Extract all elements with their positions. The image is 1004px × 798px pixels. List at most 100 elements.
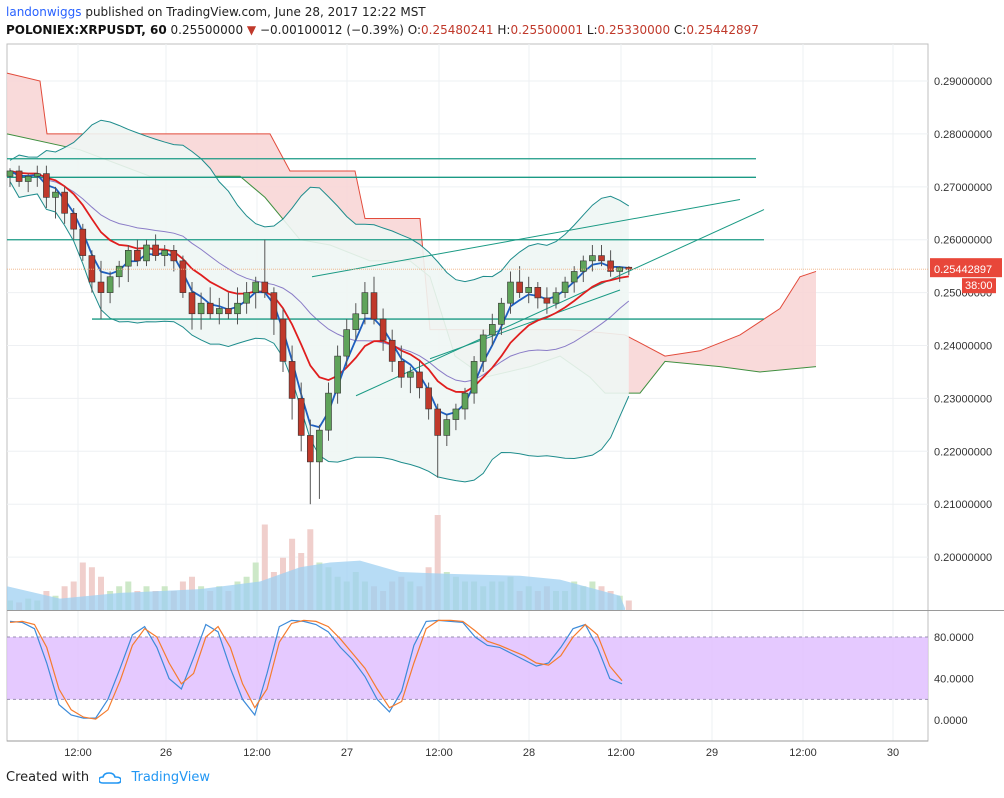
- bollinger-basis-line: [9, 170, 630, 383]
- close-label: C:: [673, 23, 687, 37]
- candle-body[interactable]: [179, 260, 187, 293]
- time-tick-label: 27: [341, 747, 353, 759]
- candle-body[interactable]: [407, 371, 414, 378]
- high-label: H:: [497, 23, 511, 37]
- volume-bar: [88, 567, 95, 610]
- candle-body[interactable]: [70, 212, 77, 230]
- price-tick-label: 0.28000000: [934, 129, 992, 141]
- candle-body[interactable]: [425, 387, 432, 410]
- candle-body[interactable]: [134, 249, 141, 262]
- candle-body[interactable]: [470, 361, 478, 394]
- candle-body[interactable]: [115, 265, 123, 278]
- candle-body[interactable]: [507, 281, 514, 304]
- candle-body[interactable]: [488, 324, 496, 336]
- candle-body[interactable]: [79, 228, 87, 256]
- candle-body[interactable]: [452, 408, 460, 420]
- open-label: O:: [407, 23, 422, 37]
- candle-body[interactable]: [6, 170, 14, 177]
- candle-body[interactable]: [97, 281, 105, 293]
- candle-body[interactable]: [361, 292, 369, 315]
- candle-body[interactable]: [252, 281, 259, 293]
- time-tick-label: 12:00: [64, 747, 92, 759]
- candle-body[interactable]: [197, 302, 205, 315]
- candle-body[interactable]: [479, 334, 487, 362]
- candle-body[interactable]: [306, 435, 314, 463]
- candle-body[interactable]: [434, 408, 442, 436]
- candle-body[interactable]: [279, 318, 287, 362]
- candle-body[interactable]: [534, 287, 542, 299]
- ichimoku-cloud-area: [7, 73, 816, 394]
- candle-body[interactable]: [416, 371, 423, 389]
- candle-body[interactable]: [370, 292, 378, 320]
- published-text: published on TradingView.com, June 28, 2…: [85, 5, 426, 19]
- candle-body[interactable]: [589, 255, 596, 262]
- volume-bar: [434, 515, 441, 610]
- candle-body[interactable]: [334, 355, 341, 394]
- candle-body[interactable]: [443, 419, 451, 436]
- candle-body[interactable]: [543, 297, 551, 304]
- candle-body[interactable]: [498, 302, 505, 325]
- candle-body[interactable]: [552, 292, 560, 304]
- oscillator-tick-label: 0.0000: [934, 715, 968, 727]
- stochastic-d-line: [9, 619, 623, 720]
- candle-body[interactable]: [607, 260, 614, 272]
- candle-body[interactable]: [33, 173, 41, 177]
- price-tick-label: 0.24000000: [934, 341, 992, 353]
- candle-body[interactable]: [216, 308, 223, 315]
- candle-body[interactable]: [325, 392, 332, 431]
- volume-bar: [261, 524, 268, 610]
- candle-body[interactable]: [297, 398, 305, 436]
- candle-body[interactable]: [125, 249, 132, 267]
- open-value: 0.25480241: [421, 23, 494, 37]
- candle-body[interactable]: [288, 361, 296, 399]
- candle-body[interactable]: [525, 287, 533, 293]
- candle-body[interactable]: [261, 281, 269, 293]
- candle-body[interactable]: [24, 175, 32, 182]
- candle-body[interactable]: [225, 308, 232, 315]
- bollinger-upper-line: [9, 119, 630, 283]
- candle-body[interactable]: [461, 392, 469, 410]
- candle-body[interactable]: [243, 292, 250, 304]
- candle-body[interactable]: [106, 276, 114, 293]
- candle-body[interactable]: [561, 281, 569, 293]
- publish-line: landonwiggs published on TradingView.com…: [6, 3, 759, 21]
- ema-slow-line: [9, 170, 629, 393]
- trendline-upper[interactable]: [311, 199, 741, 278]
- countdown-tag-text: 38:00: [965, 280, 993, 292]
- candle-body[interactable]: [188, 292, 196, 315]
- candle-body[interactable]: [379, 318, 387, 341]
- high-value: 0.25500001: [510, 23, 583, 37]
- candle-body[interactable]: [598, 255, 605, 262]
- time-tick-label: 12:00: [607, 747, 635, 759]
- price-tick-label: 0.29000000: [934, 76, 992, 88]
- candle-body[interactable]: [570, 271, 578, 283]
- candle-body[interactable]: [270, 292, 278, 320]
- author-link[interactable]: landonwiggs: [6, 5, 82, 19]
- close-value: 0.25442897: [686, 23, 759, 37]
- candle-body[interactable]: [397, 361, 405, 378]
- candle-body[interactable]: [625, 266, 633, 270]
- candle-body[interactable]: [170, 249, 178, 262]
- candle-body[interactable]: [388, 339, 396, 362]
- close-price-tag-text: 0.25442897: [934, 264, 992, 276]
- candle-body[interactable]: [43, 173, 50, 198]
- candle-body[interactable]: [579, 260, 587, 272]
- candle-body[interactable]: [161, 249, 168, 256]
- chart-header: landonwiggs published on TradingView.com…: [6, 3, 759, 39]
- candle-body[interactable]: [152, 244, 159, 256]
- candle-body[interactable]: [15, 170, 23, 182]
- down-arrow-icon: ▼: [246, 23, 257, 37]
- candle-body[interactable]: [316, 429, 323, 463]
- candle-body[interactable]: [52, 191, 59, 198]
- candle-body[interactable]: [206, 302, 214, 315]
- candle-body[interactable]: [234, 302, 241, 315]
- trendline-channel[interactable]: [429, 289, 621, 360]
- candle-body[interactable]: [516, 281, 523, 293]
- candle-body[interactable]: [61, 191, 68, 214]
- candle-body[interactable]: [352, 313, 360, 330]
- candle-body[interactable]: [143, 244, 150, 262]
- tradingview-brand-link[interactable]: TradingView: [131, 770, 210, 785]
- candle-body[interactable]: [343, 329, 351, 357]
- low-value: 0.25330000: [597, 23, 671, 37]
